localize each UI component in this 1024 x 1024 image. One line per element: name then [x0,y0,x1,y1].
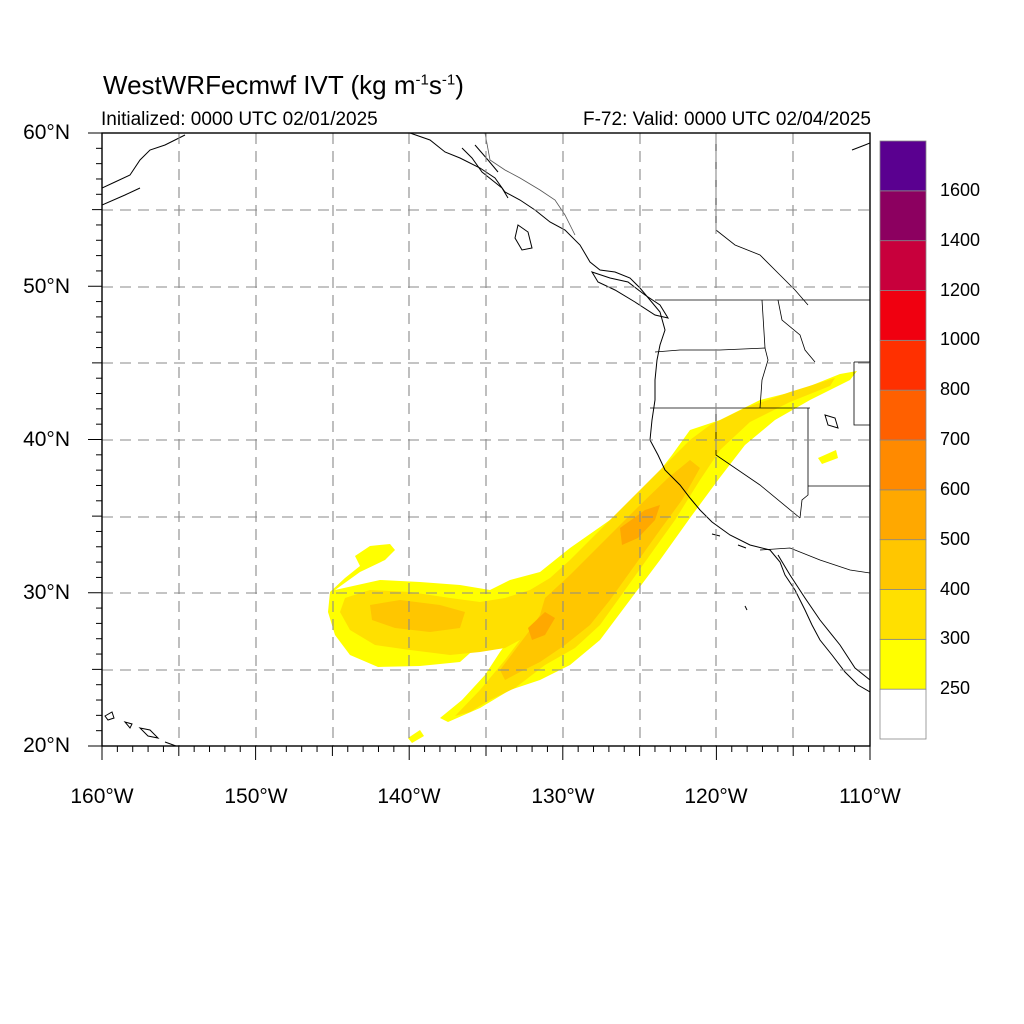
north-america-coastline [409,133,870,693]
valid-time: F-72: Valid: 0000 UTC 02/04/2025 [583,109,871,130]
alaska-panhandle-islands [461,144,509,199]
colorbar-box [879,389,927,441]
lat-label-20: 20°N [23,734,70,757]
colorbar-box [879,539,927,590]
lon-label-150: 150°W [224,785,288,808]
great-salt-lake [824,414,839,429]
nv-ut-border [799,408,809,519]
wa-or-border [654,347,769,409]
colorbar-label: 800 [940,379,971,400]
baja-peninsula [777,554,870,681]
ivt-contour-500 [528,612,555,640]
vancouver-island [590,271,670,319]
colorbar-box [879,190,927,242]
wy-border [853,361,870,426]
lat-label-60: 60°N [23,121,70,144]
colorbar-box [879,688,927,740]
colorbar-box [879,339,927,391]
ivt-contour-500 [620,505,660,545]
haida-gwaii [514,224,533,251]
lon-label-120: 120°W [684,785,748,808]
us-mexico-border [759,547,870,574]
colorbar-box [879,290,927,341]
ivt-contour-250-fleck [408,730,424,743]
colorbar-label: 1000 [940,329,981,350]
colorbar-box [879,439,927,491]
initialized-time: Initialized: 0000 UTC 02/01/2025 [101,109,378,130]
colorbar-box [879,638,927,690]
colorbar-box [879,240,927,291]
axis-ticks [88,132,871,760]
canada-interior-boundary [715,133,809,306]
lon-label-130: 130°W [531,785,595,808]
lat-label-40: 40°N [23,428,70,451]
ivt-field [328,371,857,743]
ivt-contour-300 [340,378,835,716]
guadalupe-island [744,605,748,611]
ivt-contour-400 [500,460,700,680]
lon-label-140: 140°W [377,785,441,808]
colorbar-label: 1600 [940,179,981,200]
colorbar-box [879,489,927,541]
colorbar-label: 500 [940,528,971,549]
colorbar-label: 600 [940,478,971,499]
colorbar-box [879,140,927,192]
lat-label-30: 30°N [23,581,70,604]
colorbar-box [879,589,927,640]
hawaii-islands [104,711,177,746]
alaska-coast [102,134,186,206]
colorbar [879,140,927,740]
alaska-canada-border [484,133,576,236]
lon-label-110: 110°W [839,785,901,808]
colorbar-label: 300 [940,628,971,649]
colorbar-label: 1200 [940,279,981,300]
colorbar-label: 1400 [940,229,981,250]
ivt-contour-400 [370,600,465,632]
colorbar-label: 250 [940,678,971,699]
colorbar-label: 700 [940,429,971,449]
lon-label-160: 160°W [70,785,134,808]
nw-coast-ne [851,142,870,151]
graticule [102,133,870,746]
ivt-contour-250-fleck [818,450,838,464]
colorbar-label: 400 [940,578,971,599]
lat-label-50: 50°N [23,275,70,298]
chart-title: WestWRFecmwf IVT (kg m-1s-1) [103,70,464,100]
id-border [761,299,816,363]
